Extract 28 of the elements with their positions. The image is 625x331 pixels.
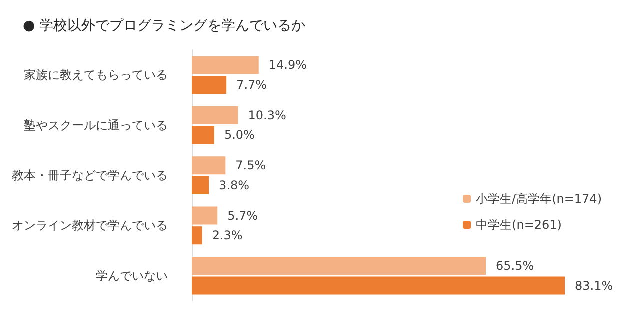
data-label: 14.9% — [268, 58, 308, 72]
bar — [192, 276, 565, 295]
data-label: 3.8% — [219, 178, 250, 192]
bar — [192, 126, 214, 144]
bar — [192, 106, 238, 124]
chart-title: ● 学校以外でプログラミングを学んでいるか — [23, 18, 306, 34]
data-label: 7.7% — [236, 78, 268, 92]
bar — [192, 226, 202, 245]
data-label: 10.3% — [248, 108, 286, 122]
bar — [192, 176, 210, 194]
legend-label: 小学生/高学年(n=174) — [476, 192, 602, 206]
data-label: 5.0% — [224, 128, 255, 142]
y-tick-label: オンライン教材で学んでいる — [12, 218, 168, 233]
y-tick-label: 家族に教えてもらっている — [24, 68, 168, 82]
bar — [192, 76, 227, 94]
data-label: 65.5% — [496, 259, 534, 273]
data-label: 7.5% — [236, 158, 266, 173]
y-tick-label: 学んでいない — [96, 268, 168, 283]
bar — [192, 156, 226, 175]
bar — [192, 257, 486, 275]
bar — [192, 206, 218, 225]
legend-label: 中学生(n=261) — [476, 218, 562, 232]
data-label: 83.1% — [575, 278, 614, 293]
bar — [192, 56, 259, 74]
data-label: 5.7% — [228, 208, 258, 223]
data-label: 2.3% — [212, 228, 243, 243]
y-tick-label: 塾やスクールに通っている — [24, 118, 168, 132]
y-tick-label: 教本・冊子などで学んでいる — [12, 168, 168, 182]
